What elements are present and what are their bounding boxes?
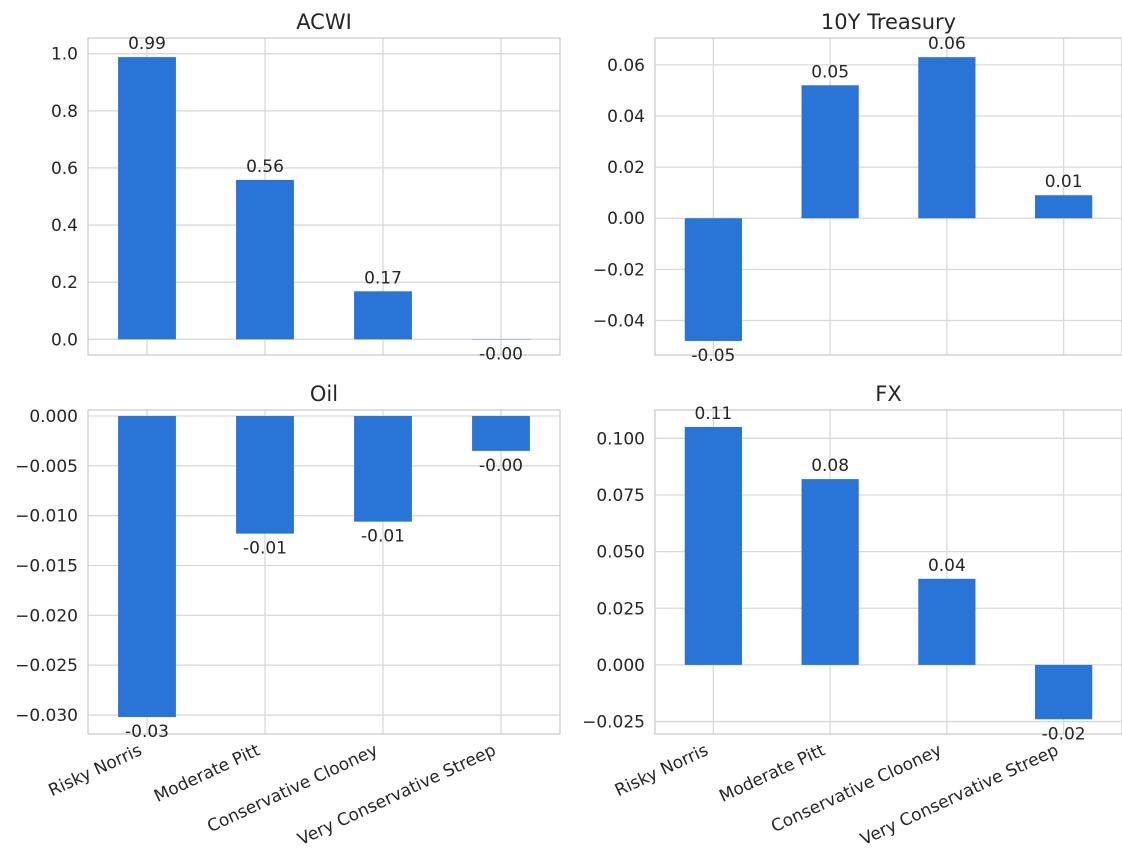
y-tick-label: 0.000 — [596, 656, 645, 676]
bar-moderate-pitt — [801, 85, 859, 219]
y-tick-label: 0.04 — [607, 107, 645, 127]
data-label-conservative-clooney: -0.01 — [361, 527, 405, 547]
data-label-very-conservative-streep: -0.00 — [479, 456, 523, 476]
bar-conservative-clooney — [918, 578, 976, 665]
bar-conservative-clooney — [354, 291, 412, 340]
data-label-risky-norris: 0.11 — [694, 404, 732, 424]
chart-title: Oil — [310, 382, 338, 406]
plot-frame — [654, 409, 1122, 735]
x-tick-label-moderate-pitt: Moderate Pitt — [151, 740, 263, 807]
y-tick-label: −0.005 — [15, 457, 78, 477]
data-label-moderate-pitt: 0.05 — [811, 62, 849, 82]
data-label-risky-norris: -0.03 — [125, 722, 169, 742]
y-tick-label: 0.100 — [596, 429, 645, 449]
chart-panel-acwi: 0.0 0.2 0.4 0.6 0.8 1.0 ACWI 0.99 0.56 0.17 -0.00 — [51, 10, 561, 365]
y-tick-label: −0.04 — [593, 311, 645, 331]
y-tick-label: −0.025 — [582, 713, 645, 733]
y-tick-label: −0.020 — [15, 606, 78, 626]
bar-very-conservative-streep — [1035, 195, 1093, 219]
bar-risky-norris — [684, 218, 742, 341]
data-label-very-conservative-streep: 0.01 — [1045, 172, 1083, 192]
x-tick-label-very-conservative-streep: Very Conservative Streep — [295, 740, 499, 849]
data-label-conservative-clooney: 0.06 — [928, 34, 966, 54]
chart-title: FX — [875, 382, 901, 406]
bar-risky-norris — [684, 426, 742, 665]
y-tick-label: 0.2 — [51, 273, 78, 293]
bar-risky-norris — [118, 57, 176, 340]
y-tick-label: −0.02 — [593, 260, 645, 280]
y-tick-label: 0.8 — [51, 102, 78, 122]
x-tick-label-moderate-pitt: Moderate Pitt — [716, 740, 828, 807]
data-label-risky-norris: 0.99 — [128, 34, 166, 54]
plot-frame — [87, 409, 561, 735]
x-tick-label-very-conservative-streep: Very Conservative Streep — [857, 740, 1061, 849]
bar-moderate-pitt — [236, 179, 294, 340]
y-tick-label: 0.02 — [607, 158, 645, 178]
data-label-very-conservative-streep: -0.02 — [1042, 724, 1086, 744]
chart-title: ACWI — [296, 10, 352, 34]
y-tick-label: 0.6 — [51, 159, 78, 179]
data-label-moderate-pitt: -0.01 — [243, 539, 287, 559]
plot-frame — [654, 37, 1122, 356]
y-tick-label: 0.0 — [51, 330, 78, 350]
y-tick-label: 0.025 — [596, 599, 645, 619]
bar-moderate-pitt — [236, 415, 294, 534]
y-tick-label: 0.06 — [607, 56, 645, 76]
chart-panel-fx: −0.025 0.000 0.025 0.050 0.075 0.100 FX 0.11 0.0… — [582, 382, 1122, 850]
plot-frame — [87, 37, 561, 356]
y-tick-label: 0.050 — [596, 543, 645, 563]
bar-very-conservative-streep — [472, 415, 530, 451]
x-tick-label-risky-norris: Risky Norris — [46, 740, 146, 801]
data-label-moderate-pitt: 0.56 — [246, 157, 284, 177]
y-tick-label: −0.025 — [15, 656, 78, 676]
chart-panel-oil: 0.000 −0.005 −0.010 −0.015 −0.020 −0.025 −0.03… — [15, 382, 561, 850]
bar-very-conservative-streep — [1035, 664, 1093, 720]
y-tick-label: −0.030 — [15, 706, 78, 726]
data-label-very-conservative-streep: -0.00 — [479, 345, 523, 365]
bar-risky-norris — [118, 415, 176, 718]
y-tick-label: 0.4 — [51, 216, 78, 236]
bar-conservative-clooney — [918, 57, 976, 219]
x-tick-label-risky-norris: Risky Norris — [612, 740, 712, 801]
data-label-conservative-clooney: 0.04 — [928, 556, 966, 576]
y-tick-label: 0.00 — [607, 209, 645, 229]
chart-title: 10Y Treasury — [821, 10, 956, 34]
y-tick-label: −0.010 — [15, 507, 78, 527]
bar-conservative-clooney — [354, 415, 412, 522]
y-tick-label: 0.000 — [29, 407, 78, 427]
data-label-risky-norris: -0.05 — [691, 346, 735, 366]
y-tick-label: 1.0 — [51, 45, 78, 65]
bar-moderate-pitt — [801, 479, 859, 665]
data-label-moderate-pitt: 0.08 — [811, 456, 849, 476]
y-tick-label: 0.075 — [596, 486, 645, 506]
data-label-conservative-clooney: 0.17 — [364, 268, 402, 288]
y-tick-label: −0.015 — [15, 557, 78, 577]
